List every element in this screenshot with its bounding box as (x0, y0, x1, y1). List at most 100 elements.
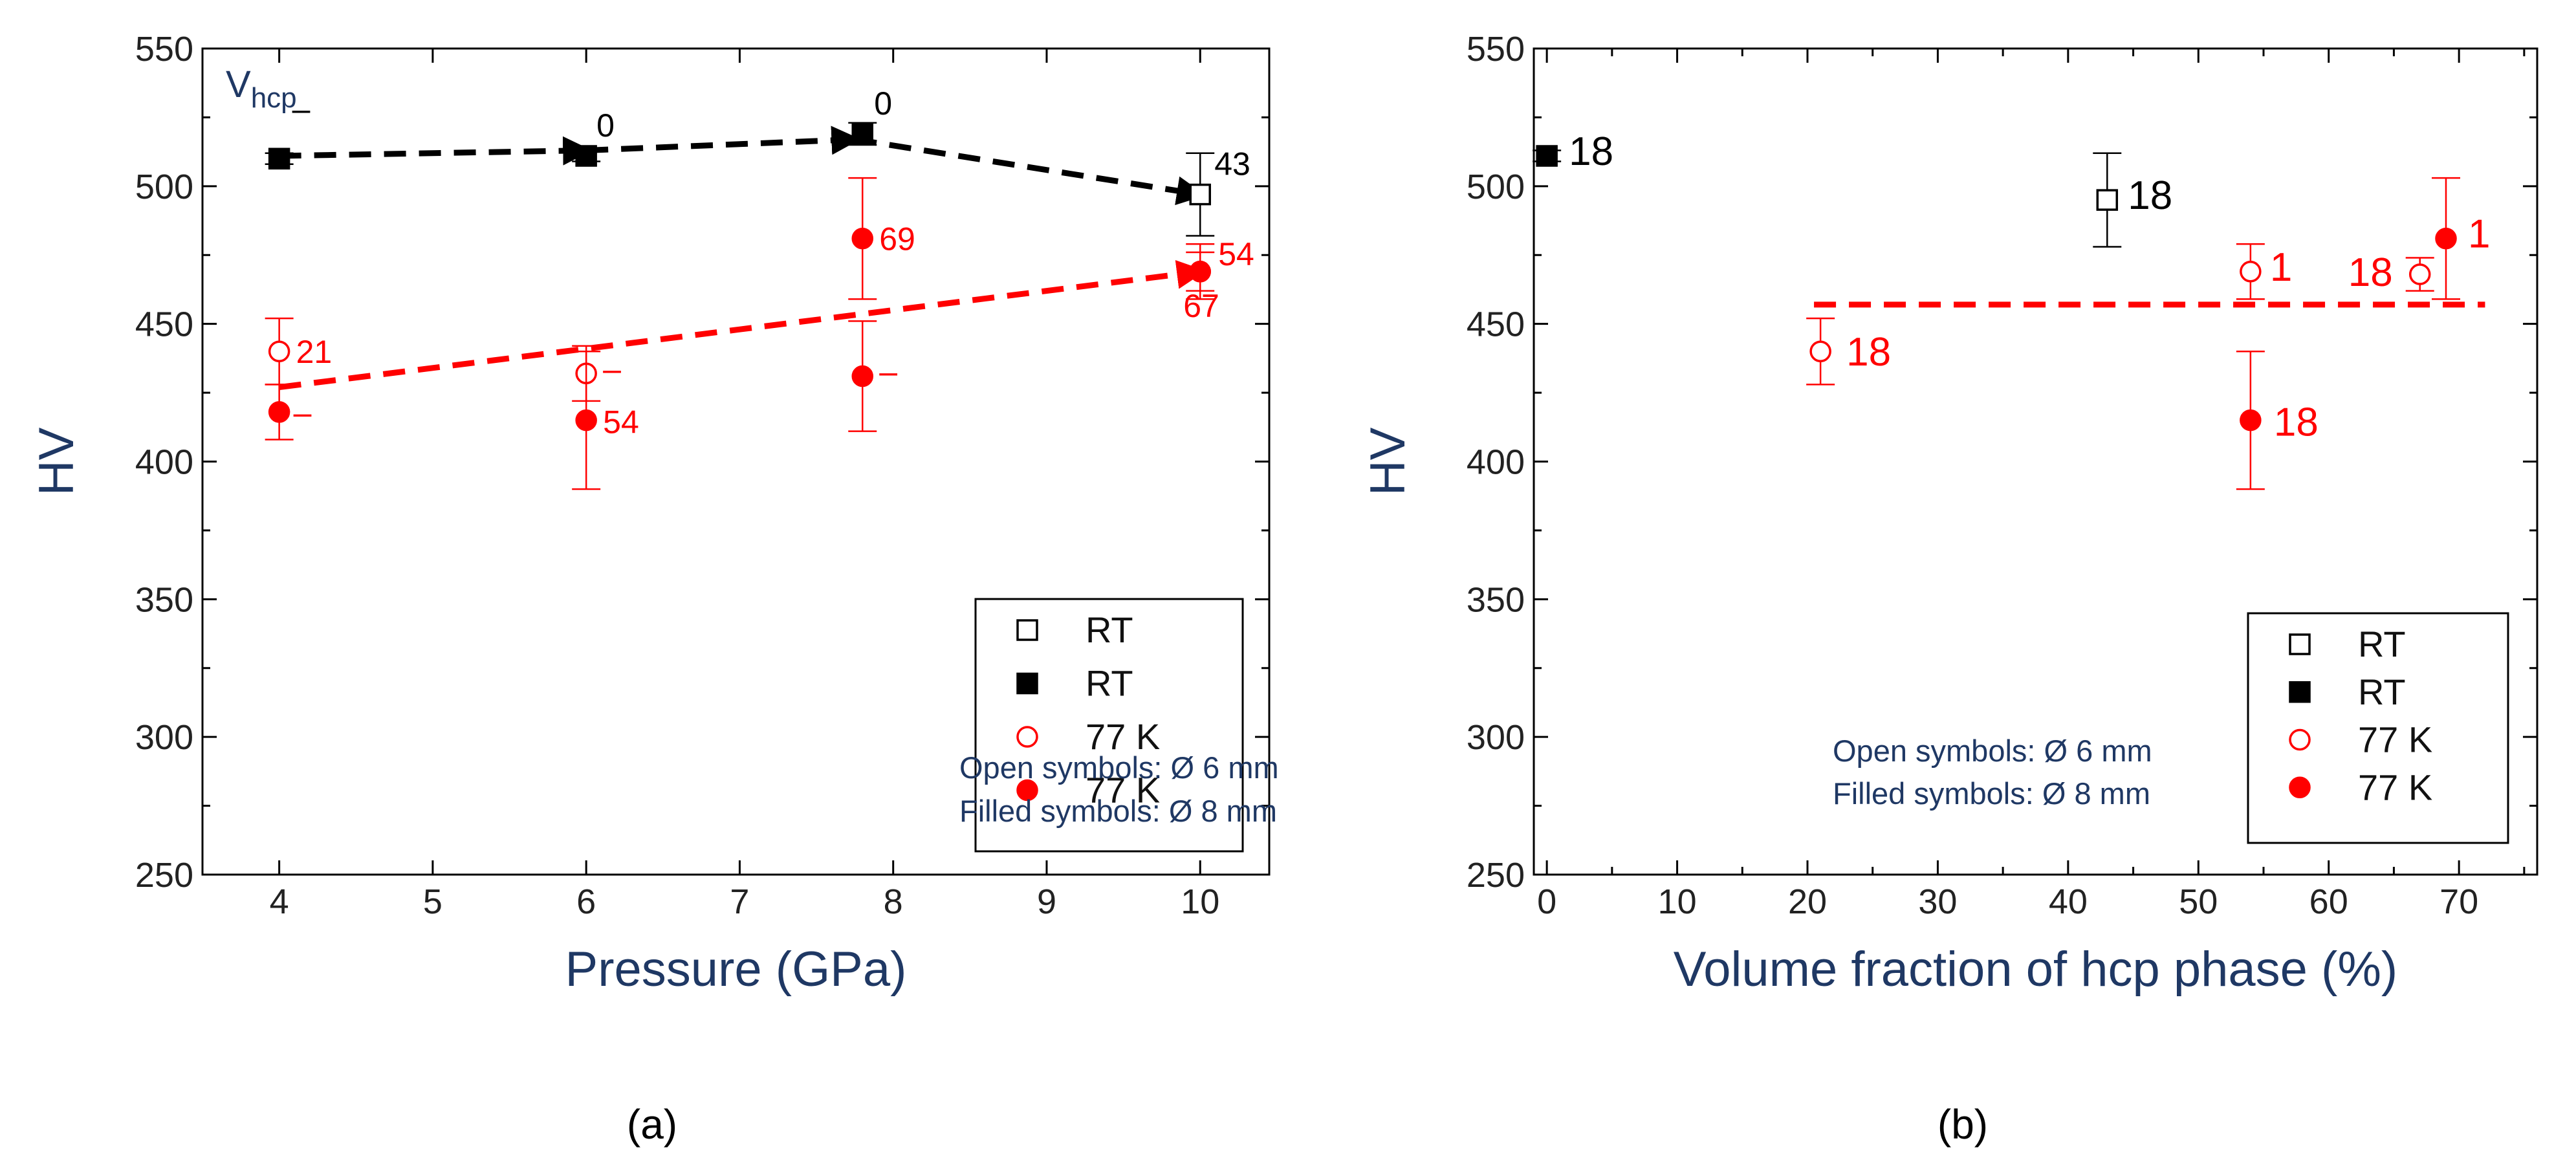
x-tick-label: 10 (1181, 882, 1219, 921)
marker-open-square (2096, 189, 2119, 211)
legend: RT RT 77 K 77 K (2247, 612, 2509, 844)
data-label: 18 (1569, 129, 1613, 174)
data-label: – (292, 91, 311, 127)
legend-entry: RT (1016, 609, 1133, 650)
data-point: 54 (1186, 236, 1254, 300)
data-point: 18 (1806, 317, 1891, 386)
y-tick-label: 500 (135, 168, 193, 206)
y-tick-label: 400 (135, 443, 193, 482)
marker-filled-circle (2240, 409, 2262, 431)
legend-marker (1016, 619, 1038, 641)
trend-line-segment (854, 136, 1206, 206)
data-label: – (603, 351, 621, 387)
trend-line-segment (585, 125, 861, 155)
data-label: 18 (2274, 400, 2319, 445)
data-label: – (879, 354, 897, 390)
vhcp-main: V (226, 63, 251, 105)
x-tick-label: 9 (1037, 882, 1056, 921)
legend-label: 77 K (2358, 767, 2432, 807)
legend-marker (2289, 633, 2311, 655)
data-label: 69 (879, 221, 915, 257)
data-point: 21 (265, 317, 333, 386)
x-tick-label: 6 (576, 882, 596, 921)
x-tick-label: 70 (2440, 882, 2478, 921)
y-tick-label: 250 (135, 856, 193, 895)
marker-filled-circle (268, 401, 290, 423)
data-label: 18 (2128, 173, 2172, 218)
trend-line-segment (279, 259, 1206, 391)
data-label: 0 (874, 85, 892, 122)
x-tick-label: 10 (1658, 882, 1697, 921)
y-tick-label: 350 (135, 580, 193, 619)
legend-label: RT (2358, 624, 2406, 664)
data-point: 18 (2236, 350, 2319, 490)
y-tick-label: 550 (1467, 30, 1525, 69)
symbol-note: Filled symbols: Ø 8 mm (959, 794, 1277, 828)
legend-marker (2289, 728, 2311, 751)
x-tick-label: 5 (423, 882, 442, 921)
y-tick-label: 400 (1467, 443, 1525, 482)
legend-label: 77 K (2358, 719, 2432, 760)
x-tick-label: 0 (1537, 882, 1556, 921)
y-axis-title: HV (29, 427, 84, 496)
y-tick-label: 450 (1467, 305, 1525, 344)
marker-filled-square (1536, 145, 1558, 167)
data-label: 18 (2348, 250, 2393, 295)
data-point: 69 (848, 177, 915, 300)
data-label: 43 (1214, 146, 1250, 182)
data-label: 1 (2270, 245, 2292, 290)
y-tick-label: 300 (135, 718, 193, 757)
data-label: 18 (1846, 330, 1891, 375)
panel-label: (b) (1937, 1101, 1988, 1148)
x-tick-label: 40 (2049, 882, 2088, 921)
symbol-note: Filled symbols: Ø 8 mm (1833, 776, 2150, 811)
panel-label: (a) (627, 1101, 677, 1148)
legend-marker (2289, 776, 2311, 798)
data-point: 54 (572, 350, 639, 490)
legend-box (974, 598, 1244, 853)
legend-entry: 77 K (1016, 716, 1160, 757)
trend-line-segment (279, 136, 593, 166)
data-label: – (294, 395, 312, 431)
vhcp-subscript: hcp (251, 82, 297, 114)
data-point: 18 (2093, 152, 2172, 248)
symbol-note: Open symbols: Ø 6 mm (1833, 734, 2152, 768)
legend-entry: 77 K (2289, 719, 2432, 760)
marker-open-circle (1809, 340, 1831, 362)
marker-filled-circle (575, 409, 597, 431)
y-tick-label: 250 (1467, 856, 1525, 895)
y-tick-label: 450 (135, 305, 193, 344)
y-tick-label: 300 (1467, 718, 1525, 757)
marker-filled-circle (2435, 227, 2457, 250)
data-label: 54 (1218, 236, 1254, 272)
y-tick-label: 500 (1467, 168, 1525, 206)
legend-label: RT (1086, 609, 1133, 650)
legend-marker (1016, 672, 1038, 695)
x-tick-label: 4 (270, 882, 289, 921)
legend-entry: 77 K (2289, 767, 2432, 807)
marker-filled-circle (1189, 261, 1211, 283)
marker-filled-circle (851, 227, 873, 250)
x-tick-label: 60 (2309, 882, 2348, 921)
data-label: 67 (1183, 288, 1219, 324)
legend-entry: RT (2289, 624, 2406, 664)
panel-b: 250 300 350 400 450 500 550 0 10 20 30 40 50 60 70 Volu… (1360, 30, 2538, 1148)
data-label: 21 (296, 334, 333, 370)
legend: RT RT 77 K 77 K (974, 598, 1244, 853)
data-point: 1 (2236, 243, 2292, 300)
data-point: 43 (1186, 146, 1250, 237)
x-axis-title: Volume fraction of hcp phase (%) (1674, 942, 2397, 997)
data-label: 54 (603, 404, 639, 441)
legend-label: RT (2358, 671, 2406, 712)
data-point: – (265, 91, 311, 170)
x-tick-label: 8 (884, 882, 903, 921)
legend-marker (1016, 726, 1038, 748)
vhcp-label: Vhcp (226, 63, 297, 114)
data-point: 18 (2348, 250, 2434, 295)
legend-marker (1016, 779, 1038, 802)
data-point: 1 (2432, 177, 2490, 300)
x-tick-label: 7 (730, 882, 749, 921)
y-axis-title: HV (1360, 427, 1415, 496)
